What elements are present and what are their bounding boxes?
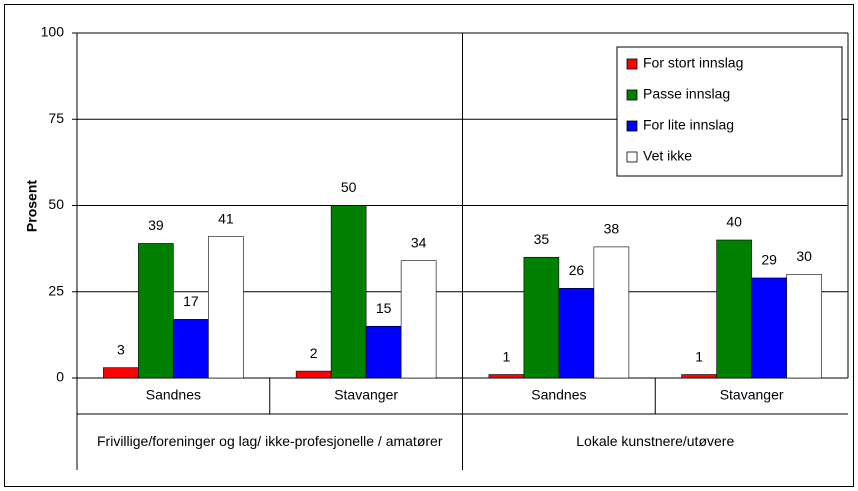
bar (103, 367, 139, 379)
y-tick-label: 0 (56, 369, 64, 385)
bar (786, 274, 822, 379)
legend-label: Vet ikke (643, 148, 692, 164)
data-label: 1 (502, 348, 510, 364)
data-label: 41 (218, 210, 234, 226)
bar (751, 277, 787, 379)
data-label: 2 (310, 345, 318, 361)
data-label: 26 (569, 262, 585, 278)
data-label: 39 (148, 217, 164, 233)
bar (681, 374, 717, 379)
bar (173, 319, 209, 379)
y-axis-label: Prosent (24, 180, 40, 232)
group-label: Lokale kunstnere/utøvere (576, 433, 735, 449)
data-label: 40 (726, 214, 742, 230)
bar (716, 239, 752, 379)
x-tick-label: Sandnes (146, 387, 201, 403)
data-label: 29 (761, 252, 777, 268)
y-tick-label: 50 (48, 196, 64, 212)
data-label: 30 (796, 248, 812, 264)
bar (138, 243, 174, 379)
data-label: 1 (695, 348, 703, 364)
legend-label: For stort innslag (643, 55, 743, 71)
bar (400, 260, 437, 379)
data-label: 34 (411, 234, 427, 250)
legend-label: For lite innslag (643, 117, 734, 133)
bar (593, 246, 630, 379)
data-label: 3 (117, 341, 125, 357)
y-tick-label: 100 (41, 24, 65, 40)
bar (330, 205, 367, 379)
legend-box (616, 46, 843, 177)
bar (488, 374, 525, 379)
legend-swatch (626, 120, 638, 132)
y-tick-label: 75 (48, 110, 64, 126)
legend-swatch (626, 151, 638, 163)
data-label: 15 (376, 300, 392, 316)
bar (558, 287, 595, 379)
data-label: 38 (604, 221, 620, 237)
y-tick-label: 25 (48, 282, 64, 298)
bar (523, 256, 560, 379)
bar (295, 370, 332, 379)
data-label: 35 (534, 231, 550, 247)
group-label: Frivillige/foreninger og lag/ ikke-profe… (97, 433, 443, 449)
bar (365, 325, 402, 379)
data-label: 17 (183, 293, 199, 309)
bar (208, 236, 244, 379)
x-tick-label: Sandnes (531, 387, 586, 403)
x-tick-label: Stavanger (720, 387, 784, 403)
data-label: 50 (341, 179, 357, 195)
x-tick-label: Stavanger (334, 387, 398, 403)
legend-swatch (626, 58, 638, 70)
legend-swatch (626, 89, 638, 101)
legend-label: Passe innslag (643, 86, 730, 102)
